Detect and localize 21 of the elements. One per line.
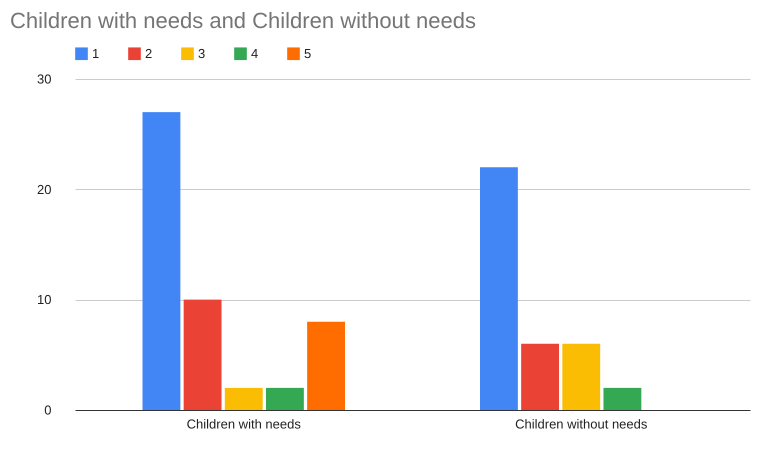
bar [142,112,180,410]
x-tick-label: Children without needs [515,416,648,432]
bar [266,388,304,410]
bar [562,344,600,410]
bar [184,300,222,410]
bar [307,322,345,410]
chart-title: Children with needs and Children without needs [10,8,476,33]
legend-label: 4 [251,46,258,61]
y-tick-label: 20 [37,182,52,197]
y-tick-label: 10 [37,292,52,308]
legend-label: 5 [304,46,312,61]
y-tick-label: 0 [44,402,52,418]
bar [480,167,518,410]
bar [224,388,263,410]
x-tick-label: Children with needs [186,416,302,432]
bar [603,388,642,410]
y-tick-label: 30 [37,72,52,86]
legend-label: 2 [145,46,152,61]
legend-label: 1 [92,46,100,61]
legend-label: 3 [198,46,206,61]
bar [521,344,560,410]
